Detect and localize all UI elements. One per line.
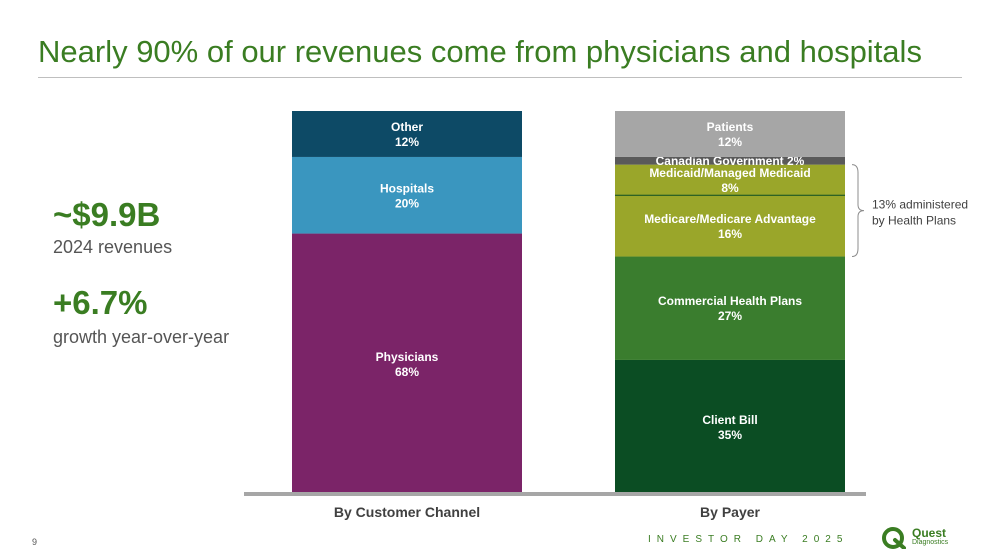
bar-segment-patients (615, 111, 845, 157)
growth-value: +6.7% (53, 284, 148, 321)
annotation-text: by Health Plans (872, 214, 956, 228)
x-axis-line (244, 492, 866, 496)
segment-label-commercial-health-plans: Commercial Health Plans (658, 294, 802, 308)
segment-label-medicare-medicare-advantage: Medicare/Medicare Advantage (644, 212, 816, 226)
segment-value-patients: 12% (718, 135, 742, 149)
segment-label-canadian-government: Canadian Government 2% (656, 154, 805, 168)
revenue-value: ~$9.9B (53, 196, 161, 233)
segment-label-other: Other (391, 120, 423, 134)
segment-label-medicaid-managed-medicaid: Medicaid/Managed Medicaid (649, 166, 810, 180)
bar-segment-canadian-government (615, 156, 845, 165)
revenue-label: 2024 revenues (53, 237, 173, 257)
segment-value-physicians: 68% (395, 365, 419, 379)
segment-label-patients: Patients (707, 120, 754, 134)
segment-value-commercial-health-plans: 27% (718, 309, 742, 323)
bar-segment-client-bill (615, 359, 845, 494)
logo-subtitle: Diagnostics (912, 539, 949, 546)
category-label: By Customer Channel (334, 504, 480, 520)
segment-value-medicaid-managed-medicaid: 8% (721, 181, 739, 195)
annotation-text: 13% administered (872, 198, 968, 212)
segment-value-client-bill: 35% (718, 428, 742, 442)
segment-label-physicians: Physicians (376, 350, 439, 364)
growth-label: growth year-over-year (53, 327, 230, 347)
title-divider (38, 77, 962, 78)
annotation-bracket (851, 164, 865, 258)
quest-logo-icon (882, 527, 906, 549)
bar-segment-medicaid-managed-medicaid (615, 164, 845, 196)
segment-value-other: 12% (395, 135, 419, 149)
event-footer: INVESTOR DAY 2025 (648, 534, 849, 545)
page-title: Nearly 90% of our revenues come from phy… (38, 34, 922, 69)
bar-segment-medicare-medicare-advantage (615, 195, 845, 257)
segment-label-client-bill: Client Bill (702, 413, 757, 427)
bar-segment-other (292, 111, 522, 157)
logo-name: Quest (912, 526, 947, 540)
bar-segment-physicians (292, 233, 522, 494)
segment-value-hospitals: 20% (395, 196, 419, 210)
page-number: 9 (32, 537, 38, 547)
bar-segment-hospitals (292, 156, 522, 234)
category-label: By Payer (700, 504, 760, 520)
bar-segment-commercial-health-plans (615, 256, 845, 360)
segment-value-medicare-medicare-advantage: 16% (718, 227, 742, 241)
segment-label-hospitals: Hospitals (380, 181, 434, 195)
company-logo: Quest Diagnostics (882, 526, 968, 550)
